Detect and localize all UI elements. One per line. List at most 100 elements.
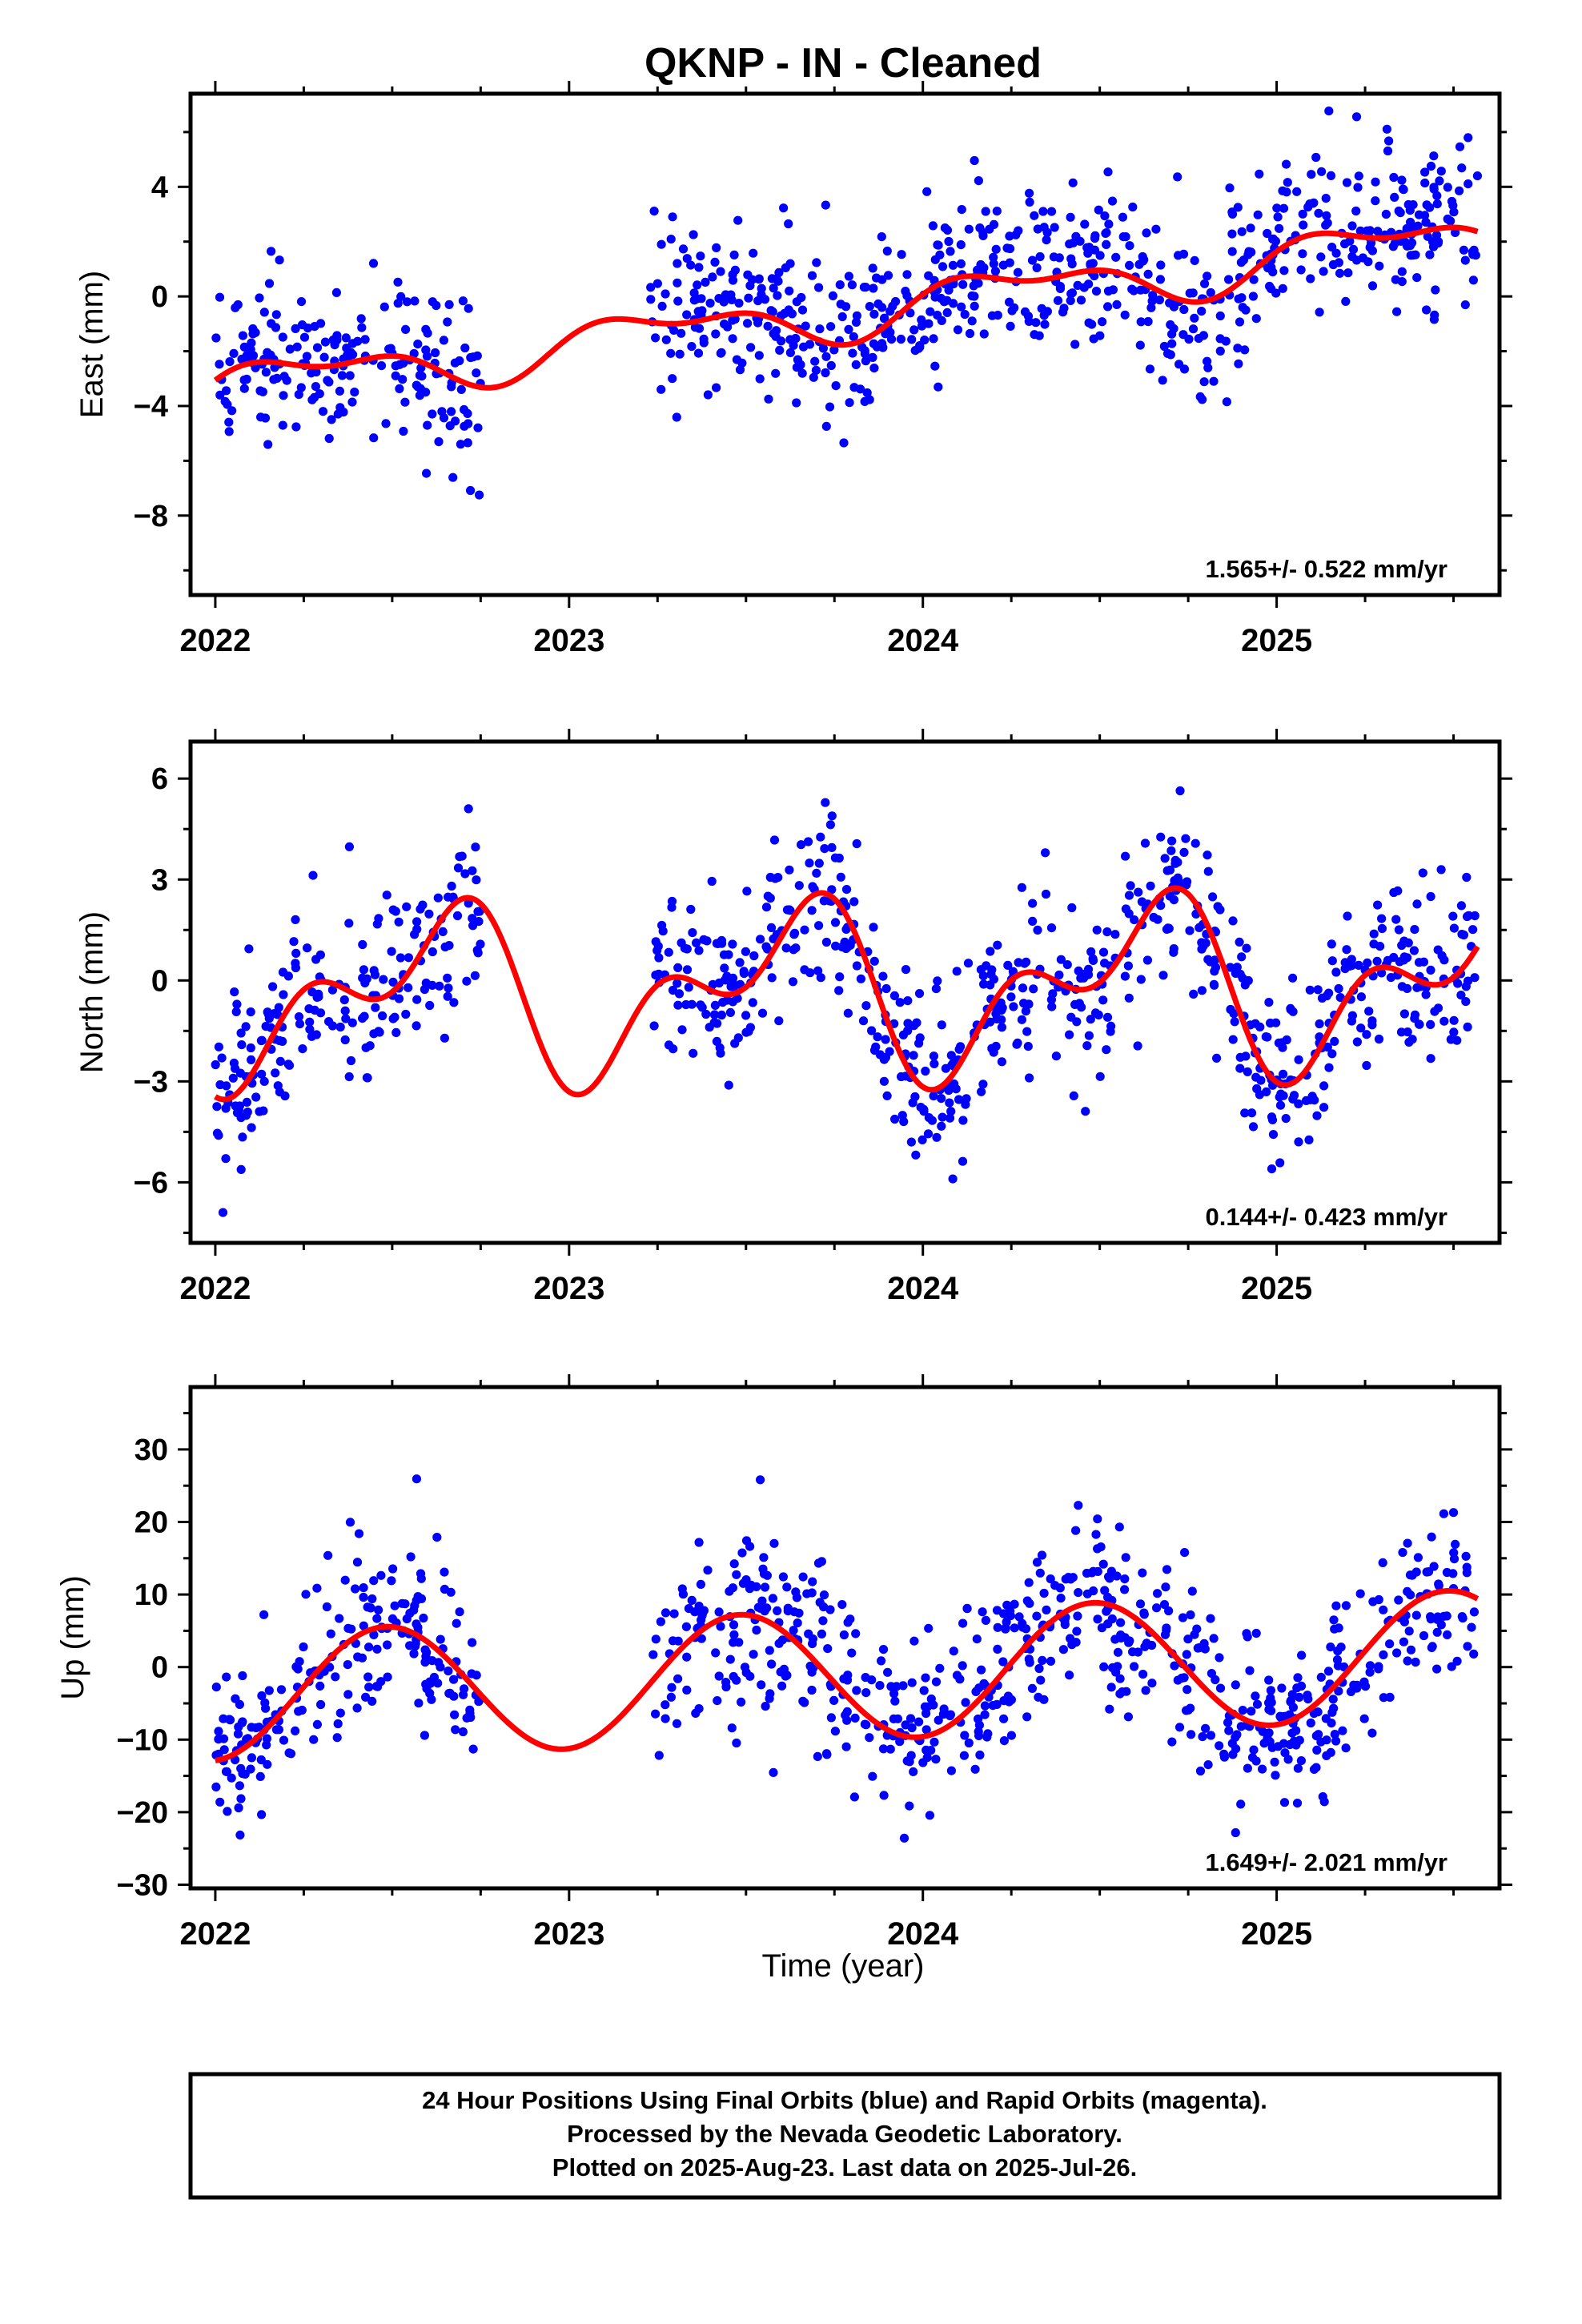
east-point: [721, 290, 731, 300]
east-point: [1129, 286, 1138, 296]
north-point: [1041, 848, 1050, 858]
north-point: [873, 1032, 882, 1042]
north-point: [1215, 905, 1225, 915]
north-point: [283, 971, 293, 981]
east-point: [882, 246, 892, 256]
north-point: [742, 887, 752, 896]
up-point: [837, 1600, 847, 1610]
up-point: [347, 1624, 356, 1634]
east-point: [1103, 302, 1113, 312]
north-point: [929, 1092, 938, 1101]
north-point: [1082, 1041, 1092, 1051]
up-point: [1211, 1675, 1220, 1685]
east-point: [1298, 249, 1307, 259]
up-point: [851, 1629, 861, 1638]
east-point: [1237, 293, 1247, 303]
up-point: [1106, 1683, 1116, 1692]
east-point: [398, 375, 408, 384]
north-point: [1345, 961, 1355, 971]
east-point: [730, 265, 741, 275]
up-point: [223, 1807, 232, 1816]
east-point: [652, 279, 663, 288]
east-point: [1382, 124, 1391, 134]
up-point: [1252, 1699, 1263, 1709]
east-point: [1151, 224, 1161, 234]
east-point: [296, 297, 307, 307]
up-point: [694, 1538, 704, 1547]
east-point: [673, 278, 682, 287]
east-point: [1199, 331, 1208, 340]
up-point: [227, 1773, 236, 1783]
north-point: [347, 1018, 357, 1027]
east-point: [1090, 245, 1099, 255]
north-point: [1098, 947, 1109, 957]
up-point: [262, 1740, 271, 1750]
north-point: [911, 1150, 921, 1160]
north-point: [901, 965, 911, 975]
up-point: [737, 1548, 747, 1558]
east-point: [852, 311, 861, 320]
north-point: [1347, 955, 1356, 964]
up-point: [890, 1696, 900, 1706]
east-point: [686, 260, 696, 270]
up-point: [458, 1727, 468, 1737]
north-point: [214, 1042, 223, 1051]
east-point: [668, 212, 677, 222]
east-point: [447, 407, 456, 416]
east-y-tick-label: 0: [151, 280, 168, 314]
north-point: [841, 943, 851, 954]
up-point: [264, 1686, 274, 1695]
east-point: [690, 323, 701, 332]
up-point: [958, 1618, 968, 1628]
east-point: [1158, 376, 1167, 385]
north-point: [827, 885, 837, 895]
east-point: [1215, 311, 1225, 321]
east-point: [989, 259, 998, 268]
north-point: [217, 1053, 227, 1063]
north-point: [261, 1022, 271, 1031]
east-y-tick-label: −8: [134, 500, 168, 533]
east-point: [1050, 223, 1059, 232]
north-point: [1120, 971, 1130, 981]
up-point: [1128, 1647, 1138, 1657]
up-point: [1469, 1649, 1479, 1659]
north-point: [875, 1050, 885, 1059]
east-point: [1449, 207, 1459, 217]
east-point: [766, 306, 776, 316]
north-point: [275, 1056, 285, 1066]
east-point: [942, 308, 952, 317]
north-point: [797, 840, 806, 850]
up-point: [822, 1750, 832, 1759]
north-point: [769, 835, 780, 845]
up-point: [714, 1607, 724, 1617]
up-point: [446, 1587, 456, 1597]
up-point: [651, 1709, 661, 1719]
up-point: [1071, 1526, 1081, 1535]
up-point: [962, 1604, 972, 1614]
east-point: [224, 417, 234, 427]
north-point: [1169, 895, 1178, 905]
east-point: [312, 343, 323, 352]
up-point: [1293, 1673, 1303, 1683]
north-point: [1386, 973, 1395, 983]
up-point: [1186, 1730, 1196, 1739]
north-point: [766, 923, 777, 932]
east-point: [737, 358, 747, 368]
up-point: [694, 1602, 704, 1611]
north-point: [649, 1021, 659, 1031]
north-point: [1354, 960, 1363, 970]
north-point: [1327, 1049, 1337, 1059]
up-point: [847, 1648, 857, 1658]
east-point: [456, 384, 466, 394]
up-y-tick-label: −30: [117, 1868, 168, 1902]
north-point: [881, 1035, 890, 1044]
east-point: [1390, 192, 1399, 202]
north-point: [358, 939, 367, 950]
up-point: [998, 1657, 1008, 1667]
north-point: [1449, 923, 1459, 933]
north-point: [1369, 939, 1379, 949]
north-point: [1158, 971, 1168, 980]
north-x-tick-label: 2022: [179, 1271, 251, 1306]
north-point: [937, 1020, 946, 1030]
up-y-tick-label: 10: [135, 1578, 168, 1612]
